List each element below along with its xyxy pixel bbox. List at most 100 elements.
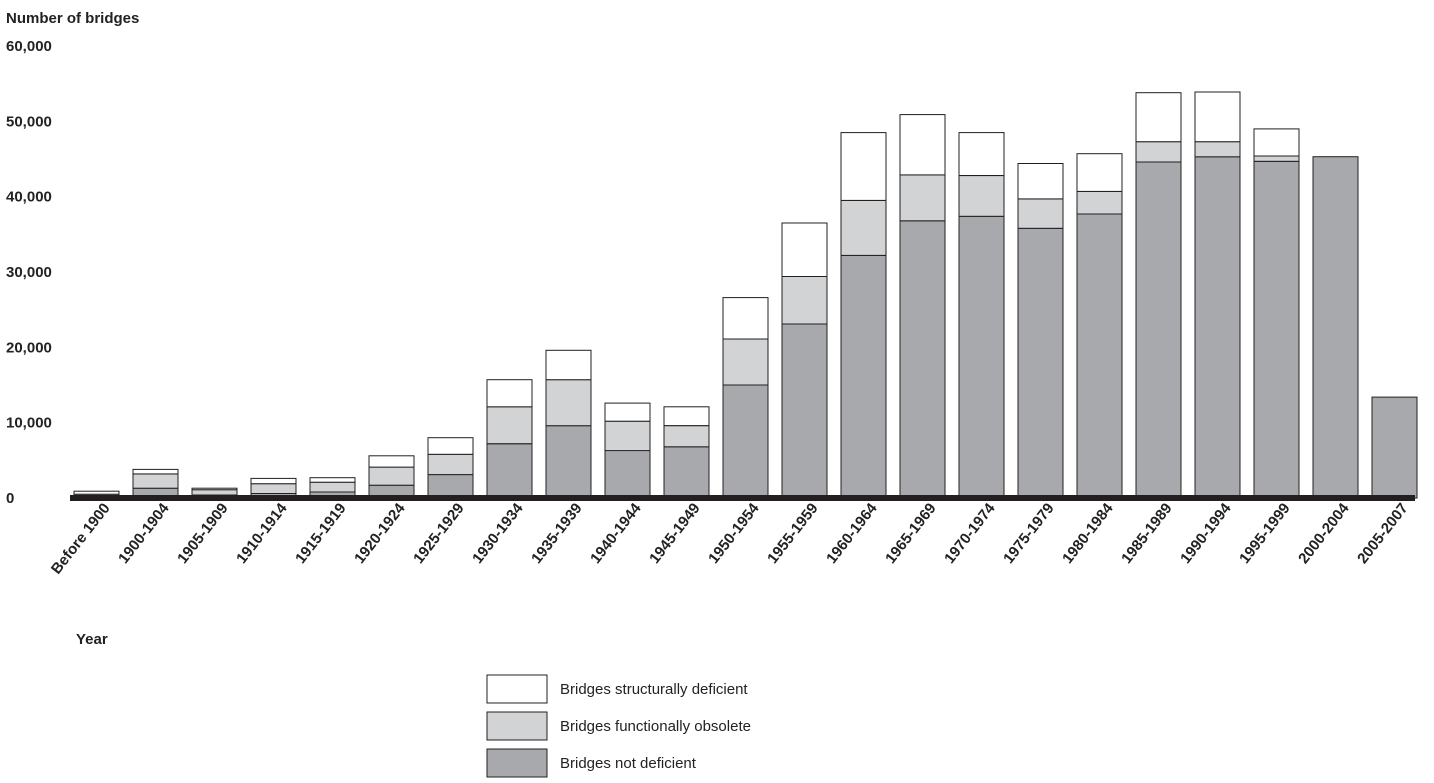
bar-segment-structurally-deficient: [604, 402, 651, 422]
x-tick-label: 1995-1999: [1236, 500, 1294, 567]
bar-segment-not-deficient: [958, 215, 1005, 499]
bar-segment-structurally-deficient: [722, 297, 769, 340]
y-tick-label: 20,000: [6, 339, 52, 356]
bar-segment-functionally-obsolete: [604, 420, 651, 452]
bar-segment-functionally-obsolete: [958, 175, 1005, 217]
bar-segment-structurally-deficient: [368, 455, 415, 468]
bar-segment-not-deficient: [1312, 156, 1359, 499]
legend-label: Bridges structurally deficient: [560, 681, 748, 698]
bar-segment-functionally-obsolete: [486, 406, 533, 445]
x-tick-label: 1975-1979: [1000, 500, 1058, 567]
bar-segment-structurally-deficient: [1017, 163, 1064, 200]
bar-segment-not-deficient: [1135, 161, 1182, 499]
bar-segment-functionally-obsolete: [427, 453, 474, 476]
bar-segment-functionally-obsolete: [132, 473, 179, 489]
bar-segment-functionally-obsolete: [1017, 198, 1064, 229]
x-axis-title: Year: [76, 631, 108, 648]
bar-segment-not-deficient: [663, 446, 710, 499]
bar-segment-structurally-deficient: [545, 349, 592, 381]
bar-segment-structurally-deficient: [309, 477, 356, 483]
legend: Bridges structurally deficient Bridges fu…: [486, 674, 751, 778]
x-tick-label: 1990-1994: [1177, 499, 1235, 567]
x-tick-label: 2005-2007: [1354, 500, 1412, 567]
y-tick-label: 60,000: [6, 38, 52, 55]
bar-segment-not-deficient: [1194, 156, 1241, 499]
bar-segment-not-deficient: [486, 443, 533, 499]
bar-segment-structurally-deficient: [840, 132, 887, 201]
y-axis-title: Number of bridges: [6, 10, 139, 27]
bar-segment-functionally-obsolete: [250, 483, 297, 495]
legend-swatch: [486, 748, 548, 778]
bar-segment-structurally-deficient: [899, 114, 946, 176]
x-tick-label: 1900-1904: [115, 499, 173, 567]
legend-swatch: [486, 711, 548, 741]
x-tick-label: 1910-1914: [233, 499, 291, 567]
legend-item-structurally-deficient: Bridges structurally deficient: [486, 674, 748, 704]
x-tick-label: 1905-1909: [174, 500, 232, 567]
bar-segment-not-deficient: [604, 450, 651, 499]
bar-segment-structurally-deficient: [781, 222, 828, 277]
bar-segment-functionally-obsolete: [840, 199, 887, 256]
x-tick-label: 1985-1989: [1118, 500, 1176, 567]
bars: [73, 91, 1418, 499]
bar-segment-not-deficient: [545, 425, 592, 499]
bar-segment-not-deficient: [1076, 213, 1123, 499]
y-tick-label: 40,000: [6, 189, 52, 206]
bar-segment-not-deficient: [1371, 396, 1418, 499]
bar-segment-structurally-deficient: [191, 487, 238, 491]
bar-segment-not-deficient: [899, 220, 946, 499]
bar-segment-not-deficient: [427, 474, 474, 499]
x-tick-label: 1930-1934: [469, 499, 527, 567]
x-tick-label: Before 1900: [48, 500, 114, 577]
bar-segment-structurally-deficient: [132, 468, 179, 475]
bar-segment-structurally-deficient: [73, 490, 120, 495]
legend-label: Bridges not deficient: [560, 755, 697, 772]
legend-label: Bridges functionally obsolete: [560, 718, 751, 735]
x-tick-label: 2000-2004: [1295, 499, 1353, 567]
y-tick-label: 30,000: [6, 264, 52, 281]
x-tick-label: 1915-1919: [292, 500, 350, 567]
bar-segment-functionally-obsolete: [368, 466, 415, 486]
bar-segment-not-deficient: [1253, 160, 1300, 499]
bar-segment-structurally-deficient: [427, 437, 474, 455]
bar-segment-structurally-deficient: [1253, 128, 1300, 157]
bar-segment-structurally-deficient: [958, 132, 1005, 177]
x-axis-tick-labels: Before 1900 1900-1904 1905-1909 1910-1914 19…: [48, 499, 1412, 577]
x-tick-label: 1940-1944: [587, 499, 645, 567]
bar-segment-structurally-deficient: [486, 379, 533, 408]
bar-segment-functionally-obsolete: [309, 481, 356, 493]
bar-segment-functionally-obsolete: [663, 425, 710, 448]
y-axis-ticks: 0 10,000 20,000 30,000 40,000 50,000 60,000: [6, 38, 52, 507]
x-tick-label: 1920-1924: [351, 499, 409, 567]
y-tick-label: 50,000: [6, 113, 52, 130]
bar-segment-structurally-deficient: [1076, 153, 1123, 192]
bar-segment-functionally-obsolete: [781, 276, 828, 325]
bar-segment-functionally-obsolete: [1076, 190, 1123, 215]
y-tick-label: 10,000: [6, 415, 52, 432]
legend-item-functionally-obsolete: Bridges functionally obsolete: [486, 711, 751, 741]
bar-segment-structurally-deficient: [663, 406, 710, 427]
bar-segment-structurally-deficient: [250, 477, 297, 485]
legend-item-not-deficient: Bridges not deficient: [486, 748, 697, 778]
bar-segment-structurally-deficient: [1135, 92, 1182, 143]
x-axis-baseline: [70, 495, 1415, 501]
bar-segment-functionally-obsolete: [899, 174, 946, 222]
x-tick-label: 1950-1954: [705, 499, 763, 567]
x-tick-label: 1960-1964: [823, 499, 881, 567]
y-tick-label: 0: [6, 490, 14, 507]
bar-segment-functionally-obsolete: [545, 379, 592, 427]
x-tick-label: 1955-1959: [764, 500, 822, 567]
legend-swatch: [486, 674, 548, 704]
bar-segment-not-deficient: [840, 254, 887, 499]
x-tick-label: 1980-1984: [1059, 499, 1117, 567]
x-tick-label: 1925-1929: [410, 500, 468, 567]
bar-segment-functionally-obsolete: [1253, 155, 1300, 162]
bar-segment-functionally-obsolete: [191, 489, 238, 496]
bar-segment-not-deficient: [781, 323, 828, 499]
x-tick-label: 1935-1939: [528, 500, 586, 567]
x-tick-label: 1945-1949: [646, 500, 704, 567]
bar-segment-functionally-obsolete: [1194, 141, 1241, 158]
x-tick-label: 1965-1969: [882, 500, 940, 567]
x-tick-label: 1970-1974: [941, 499, 999, 567]
